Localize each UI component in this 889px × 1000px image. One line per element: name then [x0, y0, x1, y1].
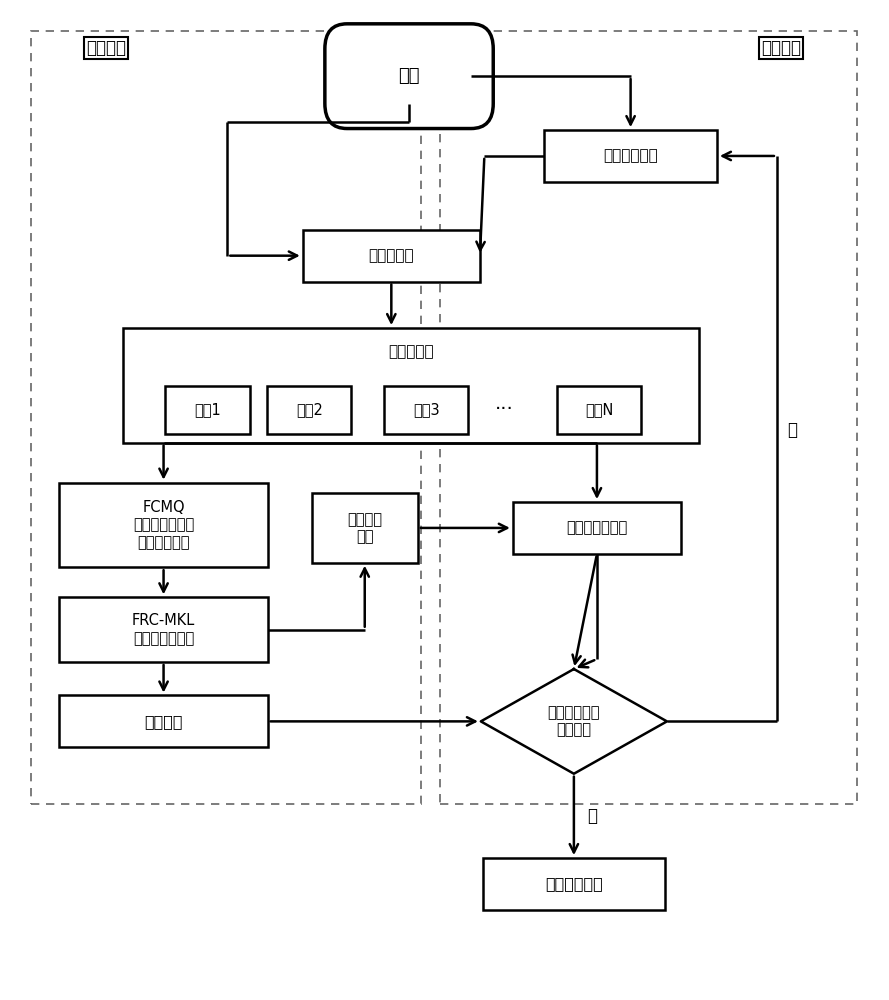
Text: 多特征提取: 多特征提取 [388, 344, 434, 359]
Text: 图像实时采集: 图像实时采集 [604, 148, 658, 163]
Text: 分类结果: 分类结果 [144, 714, 183, 729]
Text: 训练阶段: 训练阶段 [86, 39, 126, 57]
FancyBboxPatch shape [324, 24, 493, 129]
Text: ···: ··· [494, 400, 513, 419]
FancyBboxPatch shape [60, 695, 268, 747]
Text: 多核学习
模型: 多核学习 模型 [348, 512, 382, 544]
FancyBboxPatch shape [513, 502, 681, 554]
Text: 图像预处理: 图像预处理 [369, 248, 414, 263]
Bar [440, 31, 857, 804]
Text: 判断是否存在
外观缺陷: 判断是否存在 外观缺陷 [548, 705, 600, 738]
Text: 否: 否 [788, 421, 797, 439]
Bar [268, 386, 351, 434]
Text: 是: 是 [587, 807, 597, 825]
Text: 开始: 开始 [398, 67, 420, 85]
Text: FRC-MKL
特征融合与学习: FRC-MKL 特征融合与学习 [132, 613, 196, 646]
Text: 特征2: 特征2 [296, 402, 323, 417]
Text: 输出检测结果: 输出检测结果 [545, 876, 603, 891]
FancyBboxPatch shape [311, 493, 418, 563]
Bar [30, 31, 420, 804]
FancyBboxPatch shape [544, 130, 717, 182]
Text: 特征3: 特征3 [413, 402, 440, 417]
Bar [123, 328, 699, 443]
Text: 特征1: 特征1 [194, 402, 220, 417]
Text: 多特征信息融合: 多特征信息融合 [566, 520, 628, 535]
Polygon shape [481, 669, 667, 774]
Text: 特征N: 特征N [585, 402, 613, 417]
FancyBboxPatch shape [483, 858, 665, 910]
Bar [384, 386, 469, 434]
Bar [557, 386, 641, 434]
FancyBboxPatch shape [60, 597, 268, 662]
Bar [165, 386, 250, 434]
FancyBboxPatch shape [302, 230, 480, 282]
Text: 检测阶段: 检测阶段 [761, 39, 801, 57]
FancyBboxPatch shape [60, 483, 268, 567]
Text: FCMQ
特征与评价指标
映射关系分析: FCMQ 特征与评价指标 映射关系分析 [133, 500, 194, 550]
